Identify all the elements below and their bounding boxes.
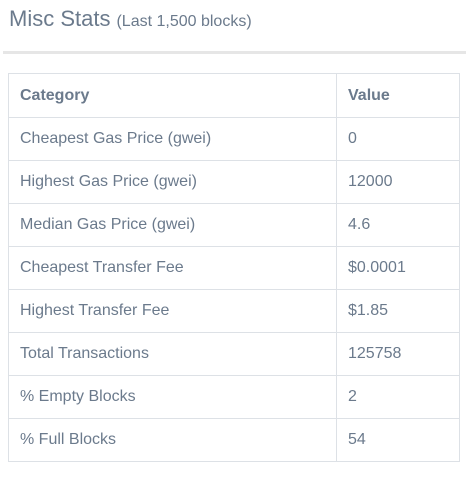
table-row: Highest Transfer Fee $1.85 — [8, 289, 460, 333]
value-cell: 12000 — [336, 160, 460, 204]
value-cell: 125758 — [336, 332, 460, 376]
table-header-row: Category Value — [8, 73, 460, 118]
column-header-category: Category — [8, 73, 337, 118]
value-cell: $1.85 — [336, 289, 460, 333]
category-cell: Cheapest Transfer Fee — [8, 246, 337, 290]
category-cell: Total Transactions — [8, 332, 337, 376]
table-row: Total Transactions 125758 — [8, 332, 460, 376]
stats-header: Misc Stats (Last 1,500 blocks) — [9, 6, 252, 38]
table-row: Highest Gas Price (gwei) 12000 — [8, 160, 460, 204]
category-cell: % Empty Blocks — [8, 375, 337, 419]
table-row: % Full Blocks 54 — [8, 418, 460, 462]
value-cell: 2 — [336, 375, 460, 419]
misc-stats-table: Category Value Cheapest Gas Price (gwei)… — [8, 73, 460, 462]
category-cell: Highest Gas Price (gwei) — [8, 160, 337, 204]
header-divider — [3, 51, 466, 54]
table-row: Median Gas Price (gwei) 4.6 — [8, 203, 460, 247]
table-row: % Empty Blocks 2 — [8, 375, 460, 419]
table-row: Cheapest Transfer Fee $0.0001 — [8, 246, 460, 290]
category-cell: Median Gas Price (gwei) — [8, 203, 337, 247]
category-cell: Highest Transfer Fee — [8, 289, 337, 333]
page-title: Misc Stats — [9, 6, 111, 31]
value-cell: 0 — [336, 117, 460, 161]
category-cell: % Full Blocks — [8, 418, 337, 462]
table-row: Cheapest Gas Price (gwei) 0 — [8, 117, 460, 161]
column-header-value: Value — [336, 73, 460, 118]
page-subtitle: (Last 1,500 blocks) — [116, 13, 252, 30]
category-cell: Cheapest Gas Price (gwei) — [8, 117, 337, 161]
value-cell: $0.0001 — [336, 246, 460, 290]
value-cell: 4.6 — [336, 203, 460, 247]
value-cell: 54 — [336, 418, 460, 462]
